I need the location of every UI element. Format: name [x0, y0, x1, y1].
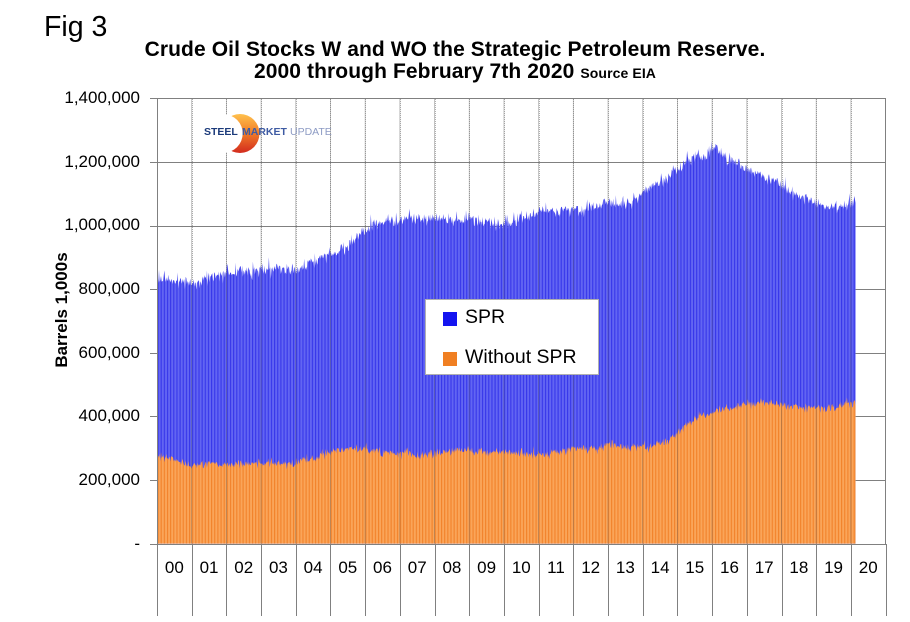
svg-text:STEEL: STEEL	[204, 126, 238, 138]
svg-text:UPDATE: UPDATE	[290, 126, 332, 138]
svg-text:MARKET: MARKET	[242, 126, 287, 138]
